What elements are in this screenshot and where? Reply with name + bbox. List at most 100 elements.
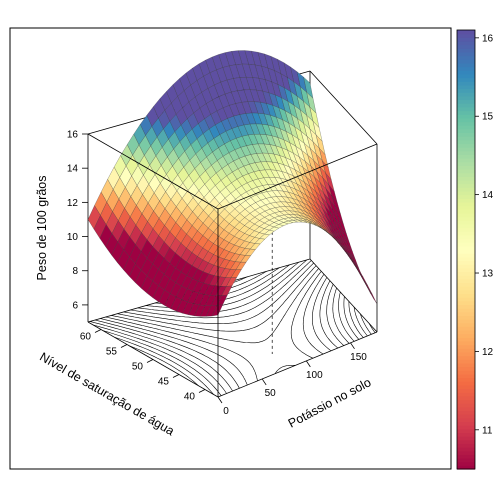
contour-line (111, 268, 319, 374)
box-edge-back-6 (309, 70, 378, 145)
y-tick-0 (198, 389, 206, 393)
colorbar-segment (457, 154, 475, 159)
colorbar-segment (457, 165, 475, 170)
box-edge-back-1 (309, 258, 378, 333)
contour-line (368, 323, 376, 333)
y-tick-2 (146, 359, 154, 363)
colorbar-segment (457, 216, 475, 221)
x-axis-title: Potássio no solo (286, 375, 374, 430)
colorbar-segment (457, 121, 475, 126)
colorbar-segment (457, 55, 475, 60)
colorbar-segment (457, 132, 475, 137)
response-surface (87, 50, 378, 317)
colorbar-segment (457, 223, 475, 229)
z-axis-title: Peso de 100 grãos (35, 176, 49, 281)
colorbar-segment (457, 183, 475, 188)
colorbar-tick-label-4: 15 (482, 112, 494, 123)
y-tick-label-1: 45 (158, 377, 170, 388)
colorbar-segment (457, 245, 475, 251)
y-tick-3 (120, 344, 128, 348)
z-tick-label-1: 8 (72, 266, 78, 277)
colorbar-segment (457, 286, 475, 291)
x-tick-label-2: 100 (306, 370, 323, 381)
colorbar-tick-label-5: 16 (482, 33, 494, 44)
colorbar-segment (457, 414, 475, 419)
colorbar-segment (457, 117, 475, 123)
colorbar-segment (457, 308, 475, 313)
colorbar-segment (457, 249, 475, 254)
colorbar-segment (457, 410, 475, 415)
surface-facet (359, 272, 368, 286)
colorbar-segment (457, 337, 475, 342)
z-tick-label-5: 16 (67, 130, 79, 141)
colorbar-tick-label-3: 14 (482, 190, 494, 201)
contour-line (360, 313, 372, 335)
colorbar-segment (457, 220, 475, 225)
colorbar-segment (457, 103, 475, 108)
colorbar-segment (457, 340, 475, 346)
colorbar-segment (457, 388, 475, 393)
colorbar-segment (457, 40, 475, 46)
colorbar-segment (457, 351, 475, 357)
colorbar-segment (457, 329, 475, 335)
y-axis-title: Nível de saturação de água (37, 350, 176, 439)
colorbar-segment (457, 454, 475, 459)
colorbar-segment (457, 436, 475, 441)
colorbar-segment (457, 231, 475, 236)
colorbar-segment (457, 271, 475, 276)
x-tick-label-1: 50 (265, 388, 277, 399)
colorbar-tick-label-2: 13 (482, 269, 494, 280)
colorbar-segment (457, 439, 475, 444)
colorbar-segment (457, 362, 475, 368)
colorbar-segment (457, 136, 475, 141)
contour-line (105, 271, 322, 381)
colorbar-segment (457, 289, 475, 294)
surface-facet (211, 304, 223, 317)
colorbar-segment (457, 278, 475, 284)
colorbar-segment (457, 128, 475, 134)
colorbar-segment (457, 88, 475, 93)
box-edge-front-3 (87, 133, 219, 210)
contour-line (102, 287, 350, 396)
colorbar-segment (457, 381, 475, 386)
colorbar-segment (457, 59, 475, 64)
y-tick-1 (172, 374, 180, 378)
colorbar-segment (457, 234, 475, 240)
z-tick-label-2: 10 (67, 232, 79, 243)
contour-line (94, 277, 332, 389)
colorbar-segment (457, 95, 475, 101)
colorbar-segment (457, 172, 475, 177)
colorbar-segment (457, 77, 475, 82)
colorbar-segment (457, 44, 475, 49)
colorbar-segment (457, 242, 475, 247)
colorbar-segment (457, 190, 475, 196)
colorbar-tick-label-0: 11 (482, 425, 493, 436)
colorbar-segment (457, 169, 475, 174)
colorbar-segment (457, 293, 475, 298)
colorbar-segment (457, 450, 475, 455)
contour-line (123, 262, 314, 324)
colorbar-segment (457, 458, 475, 463)
colorbar-segment (457, 33, 475, 38)
y-tick-label-2: 50 (132, 362, 144, 373)
contour-line (100, 274, 325, 386)
contour-line (117, 265, 317, 332)
colorbar-segment (457, 267, 475, 273)
colorbar-frame (456, 29, 476, 470)
contour-line (353, 306, 368, 337)
x-tick-3 (350, 342, 355, 350)
colorbar-segment (457, 110, 475, 115)
surface-facet (364, 280, 373, 295)
colorbar-segment (457, 417, 475, 423)
colorbar-segment (457, 366, 475, 371)
colorbar-segment (457, 51, 475, 57)
colorbar-segment (457, 205, 475, 210)
z-tick-label-4: 14 (67, 164, 79, 175)
y-tick-4 (94, 329, 102, 333)
contour-line (348, 301, 364, 338)
contour-line (89, 280, 338, 392)
colorbar-segment (457, 395, 475, 401)
x-tick-0 (217, 396, 223, 404)
colorbar-segment (457, 198, 475, 203)
